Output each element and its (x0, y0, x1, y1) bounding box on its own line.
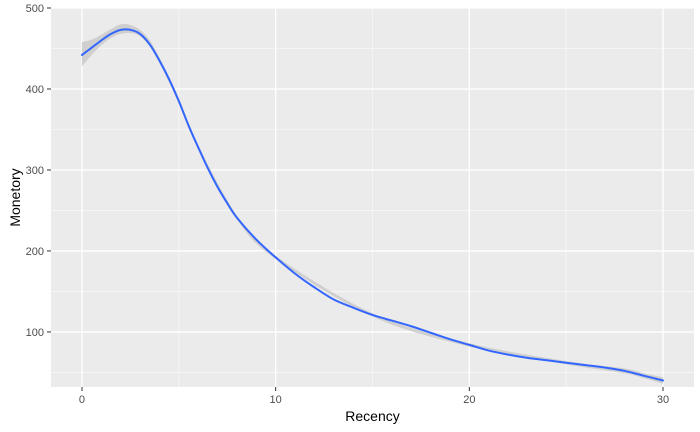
grid-major (51, 7, 694, 387)
y-tick-label: 400 (26, 84, 44, 96)
x-tick-label: 10 (270, 394, 282, 406)
series-lines (80, 28, 665, 382)
x-axis: 0 10 20 30 (79, 387, 669, 406)
x-tick-label: 20 (463, 394, 475, 406)
x-tick-label: 0 (79, 394, 85, 406)
y-axis-title: Monetory (7, 168, 23, 226)
x-axis-title: Recency (345, 408, 399, 424)
grid-minor (51, 8, 694, 387)
series-line (80, 28, 665, 382)
y-tick-label: 500 (26, 3, 44, 15)
y-tick-label: 100 (26, 327, 44, 339)
y-tick-label: 200 (26, 246, 44, 258)
y-axis: 100 200 300 400 500 (26, 3, 51, 339)
x-tick-label: 30 (657, 394, 669, 406)
y-tick-label: 300 (26, 165, 44, 177)
